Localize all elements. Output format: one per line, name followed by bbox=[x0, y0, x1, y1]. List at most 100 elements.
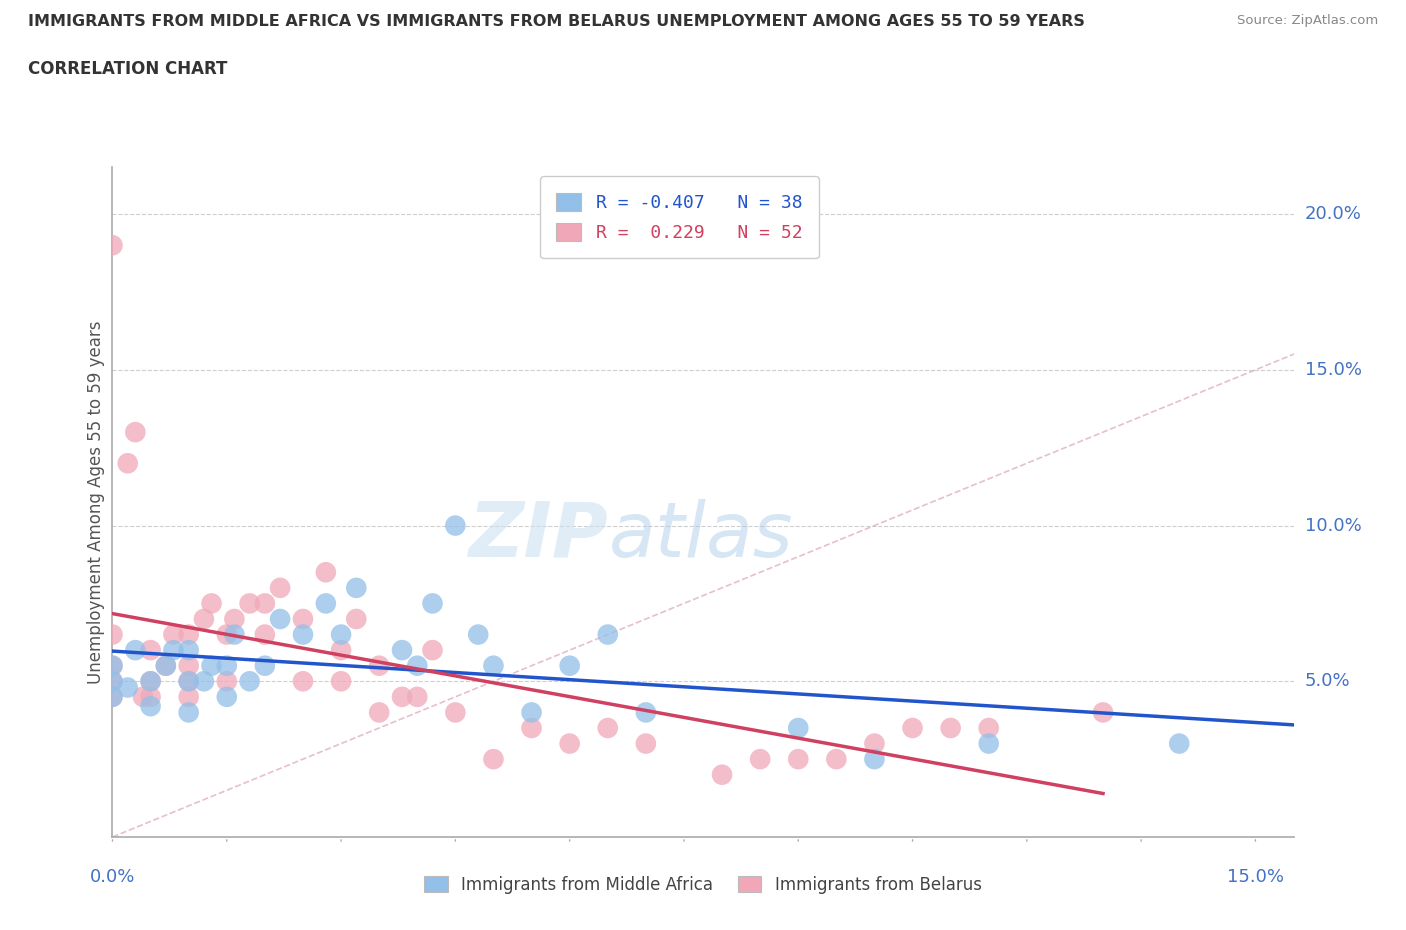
Text: ZIP: ZIP bbox=[468, 498, 609, 573]
Text: 0.0%: 0.0% bbox=[90, 868, 135, 885]
Point bbox=[269, 612, 291, 627]
Point bbox=[239, 596, 262, 611]
Legend: Immigrants from Middle Africa, Immigrants from Belarus: Immigrants from Middle Africa, Immigrant… bbox=[416, 868, 990, 902]
Point bbox=[155, 658, 177, 673]
Point bbox=[139, 674, 162, 689]
Point bbox=[253, 596, 276, 611]
Point bbox=[520, 705, 543, 720]
Point bbox=[215, 674, 238, 689]
Point bbox=[315, 565, 337, 579]
Point bbox=[155, 658, 177, 673]
Point bbox=[634, 737, 657, 751]
Point bbox=[863, 737, 886, 751]
Point bbox=[482, 658, 505, 673]
Point bbox=[596, 627, 619, 642]
Point bbox=[139, 674, 162, 689]
Text: IMMIGRANTS FROM MIDDLE AFRICA VS IMMIGRANTS FROM BELARUS UNEMPLOYMENT AMONG AGES: IMMIGRANTS FROM MIDDLE AFRICA VS IMMIGRA… bbox=[28, 14, 1085, 29]
Text: 15.0%: 15.0% bbox=[1227, 868, 1284, 885]
Point bbox=[520, 721, 543, 736]
Point bbox=[177, 689, 200, 704]
Point bbox=[787, 751, 810, 766]
Point bbox=[901, 721, 924, 736]
Point bbox=[269, 580, 291, 595]
Point bbox=[117, 456, 139, 471]
Point bbox=[101, 689, 124, 704]
Point bbox=[406, 689, 429, 704]
Point bbox=[711, 767, 734, 782]
Text: atlas: atlas bbox=[609, 498, 793, 573]
Point bbox=[596, 721, 619, 736]
Text: CORRELATION CHART: CORRELATION CHART bbox=[28, 60, 228, 78]
Point bbox=[117, 680, 139, 695]
Point bbox=[177, 674, 200, 689]
Point bbox=[162, 643, 184, 658]
Point bbox=[101, 238, 124, 253]
Point bbox=[291, 612, 314, 627]
Point bbox=[124, 643, 146, 658]
Point bbox=[101, 658, 124, 673]
Point bbox=[558, 737, 581, 751]
Text: 10.0%: 10.0% bbox=[1305, 516, 1361, 535]
Point bbox=[444, 518, 467, 533]
Point bbox=[177, 705, 200, 720]
Point bbox=[253, 627, 276, 642]
Point bbox=[422, 596, 444, 611]
Point bbox=[291, 627, 314, 642]
Point bbox=[330, 627, 353, 642]
Point bbox=[391, 643, 413, 658]
Point bbox=[422, 643, 444, 658]
Point bbox=[124, 425, 146, 440]
Point bbox=[239, 674, 262, 689]
Point bbox=[1092, 705, 1115, 720]
Point bbox=[139, 698, 162, 713]
Point bbox=[139, 689, 162, 704]
Text: 5.0%: 5.0% bbox=[1305, 672, 1350, 690]
Point bbox=[193, 674, 215, 689]
Point bbox=[787, 721, 810, 736]
Text: Source: ZipAtlas.com: Source: ZipAtlas.com bbox=[1237, 14, 1378, 27]
Point bbox=[215, 627, 238, 642]
Point bbox=[215, 658, 238, 673]
Point bbox=[200, 658, 222, 673]
Point bbox=[977, 721, 1000, 736]
Point bbox=[101, 658, 124, 673]
Point bbox=[825, 751, 848, 766]
Point bbox=[101, 674, 124, 689]
Point bbox=[467, 627, 489, 642]
Point bbox=[224, 627, 246, 642]
Point bbox=[344, 580, 367, 595]
Point bbox=[344, 612, 367, 627]
Y-axis label: Unemployment Among Ages 55 to 59 years: Unemployment Among Ages 55 to 59 years bbox=[87, 321, 105, 684]
Point bbox=[977, 737, 1000, 751]
Point bbox=[177, 674, 200, 689]
Point bbox=[315, 596, 337, 611]
Point bbox=[132, 689, 155, 704]
Point bbox=[939, 721, 962, 736]
Point bbox=[482, 751, 505, 766]
Point bbox=[200, 596, 222, 611]
Point bbox=[291, 674, 314, 689]
Point bbox=[406, 658, 429, 673]
Point bbox=[1168, 737, 1191, 751]
Text: 20.0%: 20.0% bbox=[1305, 206, 1361, 223]
Point bbox=[177, 658, 200, 673]
Point bbox=[368, 705, 391, 720]
Point bbox=[368, 658, 391, 673]
Point bbox=[444, 705, 467, 720]
Point bbox=[177, 643, 200, 658]
Point bbox=[330, 674, 353, 689]
Point bbox=[391, 689, 413, 704]
Point bbox=[139, 643, 162, 658]
Point bbox=[101, 674, 124, 689]
Point bbox=[215, 689, 238, 704]
Point bbox=[193, 612, 215, 627]
Point bbox=[749, 751, 772, 766]
Text: 15.0%: 15.0% bbox=[1305, 361, 1361, 379]
Point bbox=[177, 627, 200, 642]
Point bbox=[101, 627, 124, 642]
Point bbox=[863, 751, 886, 766]
Point bbox=[330, 643, 353, 658]
Point bbox=[634, 705, 657, 720]
Point bbox=[162, 627, 184, 642]
Point bbox=[224, 612, 246, 627]
